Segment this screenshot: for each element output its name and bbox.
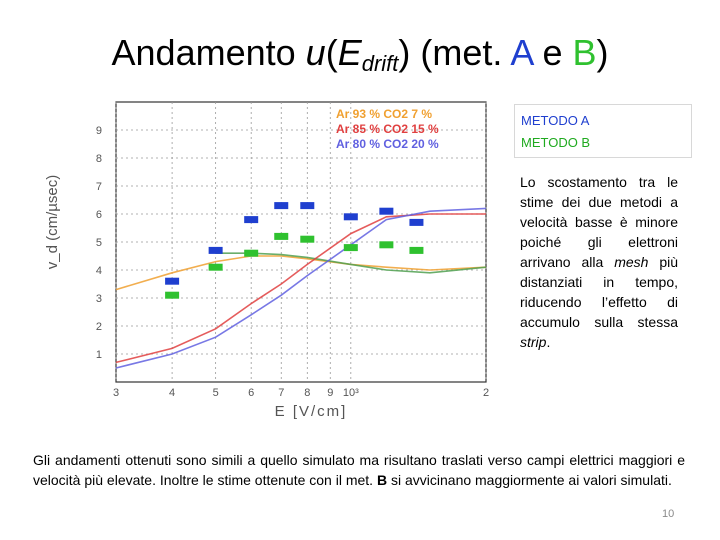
side-text-2: più distanziati in tempo, riducendo l’ef… — [520, 254, 679, 330]
data-point — [343, 213, 358, 221]
simulated-legend-entry: Ar 93 % CO2 7 % — [336, 107, 432, 121]
simulated-legend-entry: Ar 80 % CO2 20 % — [336, 137, 439, 151]
side-text-3: . — [546, 334, 551, 350]
y-tick-label: 7 — [96, 181, 102, 193]
x-tick-label: 10³ — [343, 387, 359, 399]
x-tick-label: 2 — [483, 387, 489, 399]
bottom-text-b: B — [376, 472, 388, 488]
x-tick-label: 8 — [304, 387, 310, 399]
title-paren-close: ) (met. — [398, 32, 511, 73]
x-tick-label: 6 — [248, 387, 254, 399]
data-point — [208, 263, 223, 271]
title-sub: drift — [361, 51, 399, 76]
page-number: 10 — [662, 508, 675, 520]
title-e: E — [337, 32, 362, 73]
data-point — [208, 246, 223, 254]
title-var: u — [305, 32, 326, 73]
drift-velocity-chart: 1 2 3 4 5 6 7 8 9 3 4 5 6 7 8 9 10³ 2 E [V/cm] v_d (cm/µsec… — [31, 92, 497, 428]
data-point — [300, 235, 315, 243]
y-tick-label: 3 — [96, 293, 102, 305]
data-point — [244, 249, 259, 257]
y-tick-label: 6 — [96, 209, 102, 221]
data-point — [274, 202, 289, 210]
x-tick-label: 5 — [213, 387, 219, 399]
simulated-curve — [115, 255, 487, 291]
data-point — [300, 202, 315, 210]
legend-method-a: METODO A — [521, 113, 590, 128]
legend-method-b: METODO B — [521, 135, 591, 150]
title-conj: e — [532, 32, 573, 73]
side-paragraph: Lo scostamento tra le stime dei due meto… — [520, 172, 678, 352]
y-tick-label: 9 — [96, 125, 102, 137]
x-tick-label: 7 — [278, 387, 284, 399]
side-text-strip: strip — [520, 334, 547, 350]
x-axis-label: E [V/cm] — [275, 403, 348, 420]
simulated-curve — [115, 207, 487, 369]
title-paren-open: ( — [325, 32, 338, 73]
simulated-legend-entry: Ar 85 % CO2 15 % — [336, 122, 439, 136]
x-tick-label: 9 — [327, 387, 333, 399]
title-method-a: A — [510, 32, 533, 73]
data-point — [165, 291, 180, 299]
x-tick-label: 3 — [113, 387, 119, 399]
data-point — [343, 244, 358, 252]
y-tick-label: 4 — [96, 265, 102, 277]
slide-title: Andamento u(Edrift) (met. A e B) — [0, 32, 720, 77]
bottom-text-1: Gli andamenti ottenuti sono simili a que… — [33, 452, 685, 488]
data-point — [379, 207, 394, 215]
method-legend: METODO A METODO B — [514, 104, 692, 158]
data-point — [165, 277, 180, 285]
x-tick-label: 4 — [169, 387, 175, 399]
bottom-text-2: si avvicinano maggiormente ai valori sim… — [387, 472, 672, 488]
data-point — [379, 241, 394, 249]
y-tick-label: 2 — [96, 321, 102, 333]
data-point — [274, 232, 289, 240]
y-axis-label: v_d (cm/µsec) — [44, 175, 61, 270]
title-prefix: Andamento — [111, 32, 306, 73]
data-point — [409, 218, 424, 226]
y-tick-label: 5 — [96, 237, 102, 249]
y-tick-label: 1 — [96, 349, 102, 361]
y-tick-label: 8 — [96, 153, 102, 165]
title-method-b: B — [572, 32, 597, 73]
chart-svg: 1 2 3 4 5 6 7 8 9 3 4 5 6 7 8 9 10³ 2 E [V/cm] v_d (cm/µsec… — [44, 101, 489, 420]
side-text-1: Lo scostamento tra le stime dei due meto… — [520, 174, 678, 270]
title-end: ) — [596, 32, 609, 73]
side-text-mesh: mesh — [614, 254, 649, 270]
bottom-paragraph: Gli andamenti ottenuti sono simili a que… — [33, 450, 685, 490]
data-point — [409, 246, 424, 254]
data-point — [244, 216, 259, 224]
